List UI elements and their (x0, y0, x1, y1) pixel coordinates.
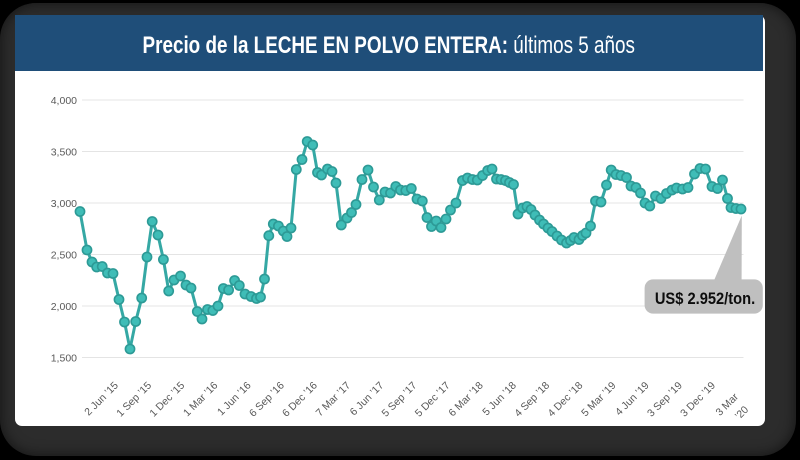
svg-text:5 Sep ’17: 5 Sep ’17 (380, 380, 420, 420)
svg-text:5 Dec ’17: 5 Dec ’17 (413, 380, 453, 420)
svg-text:5 Mar ’19: 5 Mar ’19 (579, 380, 619, 420)
svg-text:7 Mar ’17: 7 Mar ’17 (314, 380, 354, 420)
svg-text:1,500: 1,500 (51, 352, 77, 364)
svg-text:3,500: 3,500 (51, 146, 77, 158)
svg-text:1 Mar ’16: 1 Mar ’16 (181, 380, 221, 420)
svg-text:3,000: 3,000 (51, 198, 77, 210)
svg-text:1 Sep ’15: 1 Sep ’15 (114, 380, 154, 420)
svg-text:6 Mar ’18: 6 Mar ’18 (446, 380, 486, 420)
svg-text:6 Dec ’16: 6 Dec ’16 (280, 380, 320, 420)
svg-text:4 Sep ’18: 4 Sep ’18 (512, 380, 552, 420)
svg-text:’20: ’20 (733, 404, 752, 423)
svg-text:2,500: 2,500 (51, 249, 77, 261)
svg-text:2,000: 2,000 (51, 301, 77, 313)
svg-text:3 Sep ’19: 3 Sep ’19 (645, 380, 685, 420)
svg-text:3 Dec ’19: 3 Dec ’19 (678, 380, 718, 420)
svg-text:4 Dec ’18: 4 Dec ’18 (545, 380, 585, 420)
svg-text:1 Dec ’15: 1 Dec ’15 (147, 380, 187, 420)
svg-text:US$ 2.952/ton.: US$ 2.952/ton. (655, 290, 755, 308)
svg-text:4,000: 4,000 (51, 95, 77, 107)
svg-text:6 Sep ’16: 6 Sep ’16 (247, 380, 287, 420)
